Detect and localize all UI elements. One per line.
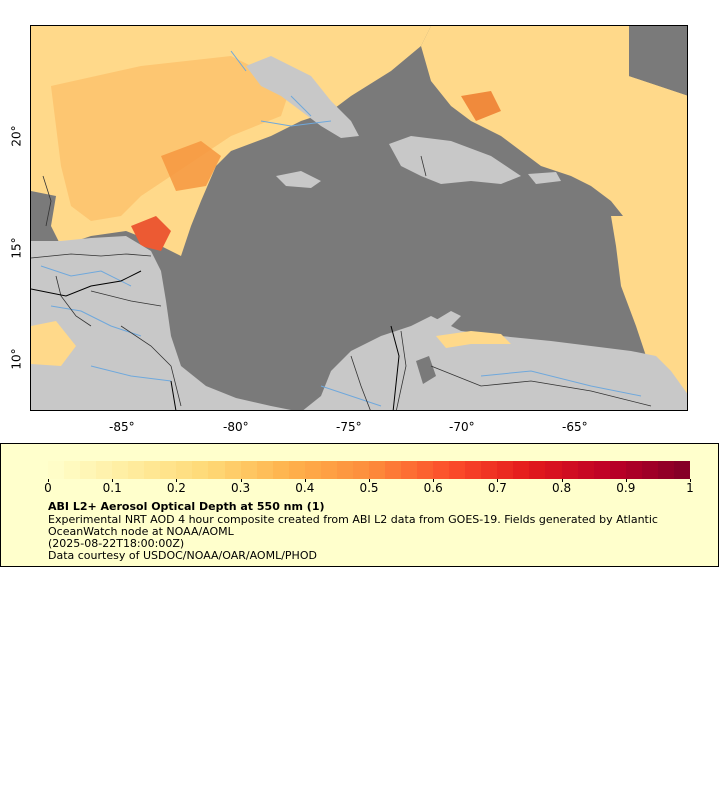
aod-hotspot-center <box>161 141 221 191</box>
aod-atlantic-hotspot <box>461 91 501 121</box>
aod-south-coast <box>436 331 511 348</box>
rivers <box>40 50 642 407</box>
colorbar-tick-label: 0.8 <box>552 481 572 495</box>
colorbar <box>48 461 690 479</box>
aod-atlantic-region <box>421 26 687 226</box>
colorbar-segment <box>577 461 594 479</box>
colorbar-segment <box>529 461 546 479</box>
colorbar-segment <box>96 461 113 479</box>
colorbar-tick-label: 0.3 <box>231 481 251 495</box>
lat-tick-label: 20° <box>9 125 24 147</box>
colorbar-tick-label: 0.4 <box>295 481 315 495</box>
colorbar-segment <box>433 461 450 479</box>
aod-central-america-west <box>31 321 76 366</box>
legend-description-line1: Experimental NRT AOD 4 hour composite cr… <box>48 513 658 526</box>
legend-panel: 0 0.1 0.2 0.3 0.4 0.5 0.6 0.7 0.8 0.9 1 ABI L2+ Ae… <box>0 443 719 567</box>
colorbar-tick-mark <box>433 479 435 482</box>
colorbar-tick-mark <box>304 479 306 482</box>
colorbar-segment <box>128 461 145 479</box>
lat-tick-label: 15° <box>9 237 24 259</box>
colorbar-segment <box>561 461 578 479</box>
colorbar-segment <box>288 461 305 479</box>
cuba-land <box>246 56 359 138</box>
colorbar-segment <box>657 461 674 479</box>
colorbar-tick-mark <box>369 479 370 482</box>
colorbar-segment <box>352 461 369 479</box>
colorbar-segment <box>336 461 353 479</box>
colorbar-segment <box>224 461 241 479</box>
colorbar-segment <box>593 461 610 479</box>
colorbar-segment <box>368 461 385 479</box>
colorbar-segment <box>401 461 418 479</box>
colorbar-segment <box>144 461 161 479</box>
colorbar-tick-label: 0.6 <box>423 481 443 495</box>
colorbar-segment <box>465 461 482 479</box>
colorbar-segment <box>513 461 530 479</box>
aod-gulf-texture <box>51 56 291 221</box>
colorbar-segment <box>417 461 434 479</box>
legend-description-line2: OceanWatch node at NOAA/AOML <box>48 525 234 538</box>
colorbar-tick-mark <box>561 479 563 482</box>
colorbar-tick-mark <box>48 479 49 482</box>
colorbar-segment <box>208 461 225 479</box>
colorbar-segment <box>256 461 273 479</box>
colorbar-segment <box>625 461 642 479</box>
colorbar-segment <box>48 461 65 479</box>
lon-tick-label: -80° <box>223 420 249 434</box>
colorbar-tick-mark <box>497 479 499 482</box>
colorbar-tick-label: 0.2 <box>166 481 186 495</box>
country-borders <box>31 155 652 410</box>
legend-title: ABI L2+ Aerosol Optical Depth at 550 nm … <box>48 500 325 513</box>
lon-tick-label: -65° <box>562 420 588 434</box>
island-small <box>276 171 321 188</box>
colorbar-tick-label: 0.5 <box>359 481 379 495</box>
lake-maracaibo <box>416 356 436 384</box>
legend-date: (2025-08-22T18:00:00Z) <box>48 537 185 550</box>
colorbar-segment <box>384 461 402 479</box>
colorbar-segment <box>481 461 498 479</box>
colorbar-tick-label: 1 <box>686 481 694 495</box>
map-canvas <box>31 26 687 410</box>
colorbar-segment <box>240 461 257 479</box>
central-america-land <box>31 236 291 410</box>
colorbar-segment <box>112 461 129 479</box>
colorbar-tick-label: 0 <box>44 481 52 495</box>
colorbar-tick-mark <box>240 479 242 482</box>
colorbar-tick-mark <box>625 479 627 482</box>
colorbar-segment <box>673 461 690 479</box>
aod-east-region <box>611 216 687 395</box>
colorbar-tick-mark <box>690 479 691 482</box>
colorbar-segment <box>641 461 658 479</box>
colorbar-tick-mark <box>176 479 178 482</box>
aod-hotspot-west <box>131 216 171 251</box>
colorbar-segment <box>80 461 97 479</box>
colorbar-segment <box>304 461 321 479</box>
colorbar-segment <box>176 461 193 479</box>
colorbar-segment <box>272 461 289 479</box>
nodata-northeast <box>629 26 687 96</box>
national-borders <box>31 270 400 410</box>
guajira-land <box>426 311 461 336</box>
colorbar-segment <box>545 461 562 479</box>
colorbar-segment <box>192 461 209 479</box>
colorbar-tick-label: 0.1 <box>102 481 122 495</box>
colorbar-tick-label: 0.7 <box>487 481 507 495</box>
puerto-rico-land <box>528 172 561 184</box>
lon-tick-label: -75° <box>336 420 362 434</box>
colorbar-tick-label: 0.9 <box>616 481 636 495</box>
colorbar-segment <box>497 461 514 479</box>
lon-tick-label: -70° <box>449 420 475 434</box>
aod-map <box>30 25 688 411</box>
colorbar-segment <box>449 461 466 479</box>
colorbar-segment <box>320 461 337 479</box>
colorbar-tick-mark <box>112 479 114 482</box>
colorbar-segment <box>609 461 626 479</box>
lon-tick-label: -85° <box>109 420 135 434</box>
colorbar-segment <box>64 461 81 479</box>
lat-tick-label: 10° <box>9 348 24 370</box>
hispaniola-land <box>389 136 521 184</box>
colorbar-segment <box>160 461 177 479</box>
legend-credit: Data courtesy of USDOC/NOAA/OAR/AOML/PHO… <box>48 549 317 562</box>
